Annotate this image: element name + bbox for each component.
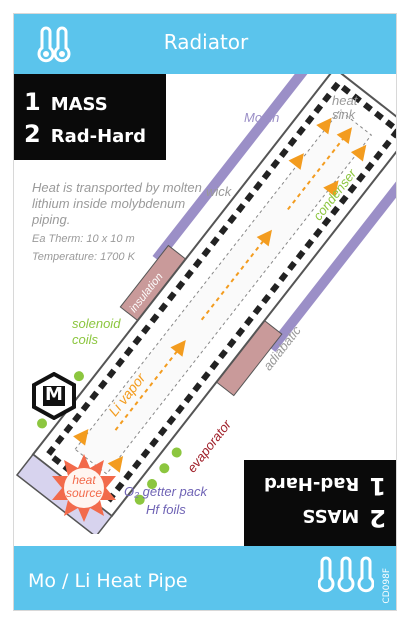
mo-fin-label: Mo fin <box>244 110 279 125</box>
logo-letter: M <box>30 384 78 405</box>
heat-source: heat source <box>50 454 118 522</box>
card[interactable]: Radiator 1 MASS 2 Rad-Hard Heat is trans… <box>13 13 397 611</box>
stat-row: 2 MASS <box>302 504 386 532</box>
stat-number: 1 <box>369 472 386 500</box>
card-code: CD098F <box>382 568 392 604</box>
bottom-bar: Mo / Li Heat Pipe CD098F <box>14 546 397 610</box>
card-subtitle: Mo / Li Heat Pipe <box>28 570 188 592</box>
heat-sink-label: heat sink <box>332 94 372 122</box>
stat-row: 1 Rad-Hard <box>264 472 386 500</box>
heat-source-label: heat source <box>62 474 106 500</box>
solenoid-label: solenoid coils <box>72 316 132 348</box>
top-bar: Radiator <box>14 14 397 74</box>
card-title: Radiator <box>14 30 397 54</box>
stats-box-bottom: 2 MASS 1 Rad-Hard <box>244 460 396 546</box>
stat-number: 2 <box>369 504 386 532</box>
m-logo-icon: M <box>30 372 78 420</box>
thermometer-triple-icon <box>318 554 374 598</box>
foils-label: Hf foils <box>146 502 186 517</box>
getter-label: O₂ getter pack <box>124 484 207 499</box>
wick-label: wick <box>206 184 231 199</box>
stat-label: Rad-Hard <box>264 473 359 494</box>
stat-label: MASS <box>302 505 359 526</box>
